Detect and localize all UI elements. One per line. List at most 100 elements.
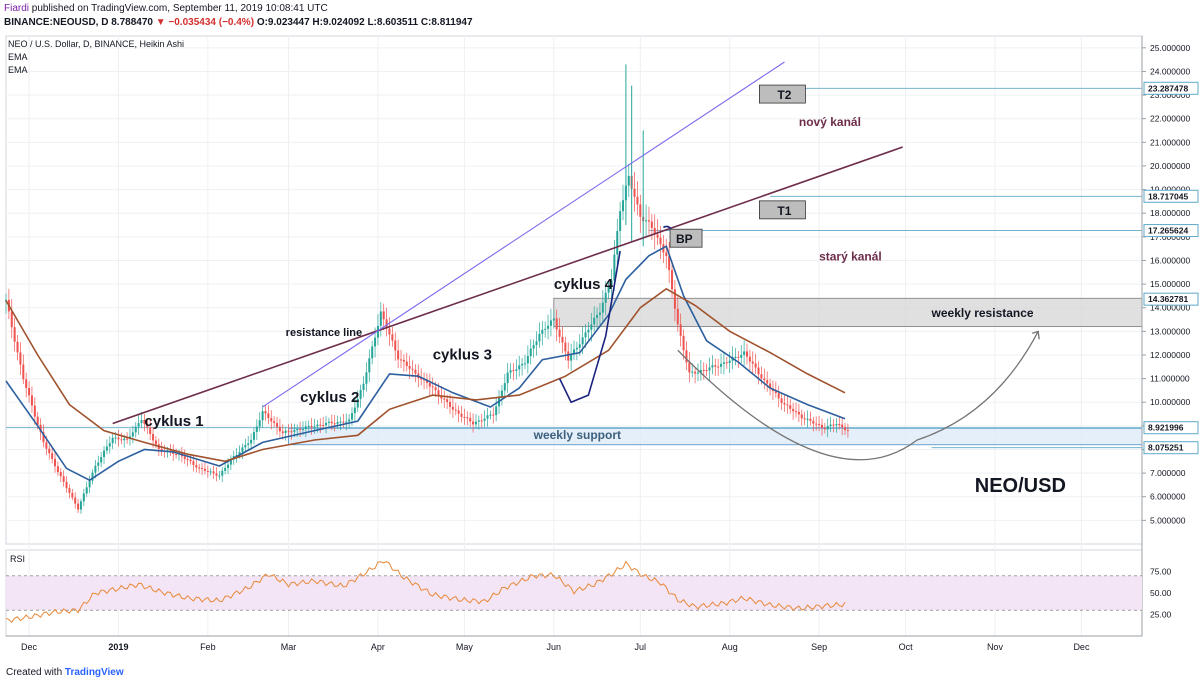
candle-body [812,420,815,424]
price-tick-label: 20.000000 [1150,161,1190,171]
candle-body [414,369,417,374]
candle-body [134,426,137,433]
candle-body [33,405,36,417]
ema-lines [5,245,846,482]
price-label-box [1143,189,1199,203]
candle-body [301,429,304,431]
candle-body [229,459,232,465]
candle-body [673,289,676,309]
candle-body [376,325,379,338]
candle-body [740,354,743,358]
price-label: 14.362781 [1148,294,1188,304]
candle-body [745,351,749,357]
candle-body [4,299,8,301]
annotation-label: cyklus 4 [554,276,614,293]
legend-title[interactable]: NEO / U.S. Dollar, D, BINANCE, Heikin As… [8,39,184,49]
candle-body [82,493,85,502]
candle-body [114,437,117,439]
candle-body [273,421,276,424]
candle-body [287,430,290,432]
candles [4,64,849,514]
candle-body [394,340,397,351]
candle-body [428,382,431,387]
price-tick-label: 22.000000 [1150,114,1190,124]
candle-body [829,424,832,427]
price-tick-label: 5.000000 [1150,515,1186,525]
candle-body [688,362,691,373]
rsi-line [5,560,846,623]
candle-body [766,380,769,384]
published-text: published on TradingView.com, September … [31,3,328,14]
candle-body [146,423,149,428]
price-tick-label: 11.000000 [1150,374,1190,384]
candle-body [91,472,94,481]
candle-body [25,379,28,388]
resistance-zone [553,297,1143,328]
candle-body [117,437,120,440]
candle-body [789,405,792,409]
candle-body [247,443,250,445]
legend-ema-2[interactable]: EMA [8,65,28,75]
price-tick-label: 12.000000 [1150,350,1190,360]
candle-body [777,393,780,399]
candle-body [659,237,662,245]
legend-ema-1[interactable]: EMA [8,52,28,62]
projection-arrowhead [1031,330,1040,340]
legend: NEO / U.S. Dollar, D, BINANCE, Heikin As… [8,39,184,75]
candle-body [137,423,140,427]
price-tick-label: 18.000000 [1150,208,1190,218]
candle-body [515,369,518,371]
symbol[interactable]: BINANCE:NEOUSD, D [4,17,109,28]
price-label-box [1143,292,1199,306]
annotation-label: cyklus 1 [144,413,203,430]
candle-body [780,398,783,403]
candle-body [492,414,495,416]
time-axis[interactable]: Dec 2019 Feb Mar Apr May Jun Jul Aug Sep Oct Nov Dec [6,635,1142,652]
candle-body [521,363,524,366]
tradingview-logo-text[interactable]: TradingView [64,667,124,678]
candle-body [552,318,555,321]
time-tick-label: Aug [722,642,738,652]
trend-lines[interactable] [112,61,903,425]
price-tick-label: 16.000000 [1150,255,1190,265]
price-chart[interactable]: cyklus 1 cyklus 2 cyklus 3 cyklus 4 resistan… [0,30,1200,662]
price-label-box [1143,421,1199,435]
candle-body [408,366,411,369]
price-axis[interactable]: 25.000000 24.000000 23.000000 22.000000 21.0… [1141,36,1199,636]
last-price: 8.788470 [111,17,153,28]
candle-body [728,360,731,363]
price-label-box [1143,224,1199,238]
author-name[interactable]: Fiardi [4,3,30,14]
candle-body [362,383,365,390]
candle-body [154,440,157,445]
rsi-tick-label: 50.00 [1150,588,1172,598]
candle-body [506,372,509,384]
candle-body [512,370,515,372]
candle-body [668,255,671,271]
candle-body [820,424,823,428]
annotations: cyklus 1 cyklus 2 cyklus 3 cyklus 4 resistan… [144,84,1066,497]
candle-body [570,354,573,361]
candle-body [434,387,437,391]
candle-body [431,386,434,388]
candle-body [466,417,469,419]
candle-body [503,383,506,391]
candle-body [826,426,829,430]
candle-body [495,406,498,416]
candle-body [62,476,65,482]
candle-body [500,390,503,398]
grid [5,35,1143,637]
candle-body [221,470,224,476]
candle-body [636,196,639,205]
candle-body [388,328,391,335]
candle-body [489,414,492,416]
horizontal-lines[interactable] [6,87,1142,449]
candle-body [544,328,547,330]
candle-body [319,424,322,426]
candle-body [532,345,535,349]
time-tick-label: Jul [635,642,647,652]
candle-body [783,402,786,405]
candle-body [276,423,279,427]
candle-body [322,424,325,426]
candle-body [353,407,356,414]
